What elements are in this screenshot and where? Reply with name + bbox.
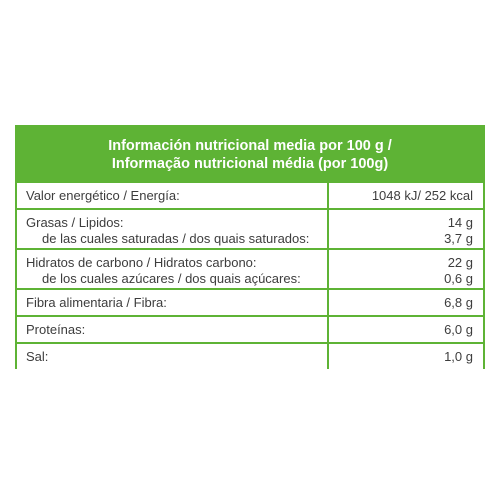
energy-value: 1048 kJ/ 252 kcal [371,188,473,203]
sugars-label: de los cuales azúcares / dos quais açúca… [42,271,301,286]
carbohydrates-value: 22 g [447,255,473,270]
table-body: Valor energético / Energía: 1048 kJ/ 252… [17,183,483,369]
fat-label-cell: Grasas / Lipidos: de las cuales saturada… [17,210,329,248]
fat-value-cell: 14 g 3,7 g [329,210,483,248]
salt-value: 1,0 g [444,349,473,364]
row-carbohydrates: Hidratos de carbono / Hidratos carbono: … [17,250,483,288]
energy-label: Valor energético / Energía: [17,183,329,208]
row-fat: Grasas / Lipidos: de las cuales saturada… [17,210,483,248]
fat-value: 14 g [447,215,473,230]
saturated-fat-value: 3,7 g [444,231,473,246]
table-header: Información nutricional media por 100 g … [17,127,483,183]
row-salt: Sal: 1,0 g [17,344,483,369]
title-spanish: Información nutricional media por 100 g … [108,138,392,154]
row-energy: Valor energético / Energía: 1048 kJ/ 252… [17,183,483,208]
sugars-value: 0,6 g [444,271,473,286]
title-portuguese: Informação nutricional média (por 100g) [111,156,389,172]
row-fibre: Fibra alimentaria / Fibra: 6,8 g [17,290,483,315]
carbohydrates-value-cell: 22 g 0,6 g [329,250,483,288]
row-protein: Proteínas: 6,0 g [17,317,483,342]
protein-label: Proteínas: [17,317,329,342]
saturated-fat-label: de las cuales saturadas / dos quais satu… [42,231,310,246]
fat-label: Grasas / Lipidos: [26,215,124,230]
nutrition-table: Información nutricional media por 100 g … [15,125,485,369]
fibre-value: 6,8 g [444,295,473,310]
fibre-label: Fibra alimentaria / Fibra: [17,290,329,315]
carbohydrates-label: Hidratos de carbono / Hidratos carbono: [26,255,257,270]
salt-label: Sal: [17,344,329,369]
carbohydrates-label-cell: Hidratos de carbono / Hidratos carbono: … [17,250,329,288]
protein-value: 6,0 g [444,322,473,337]
